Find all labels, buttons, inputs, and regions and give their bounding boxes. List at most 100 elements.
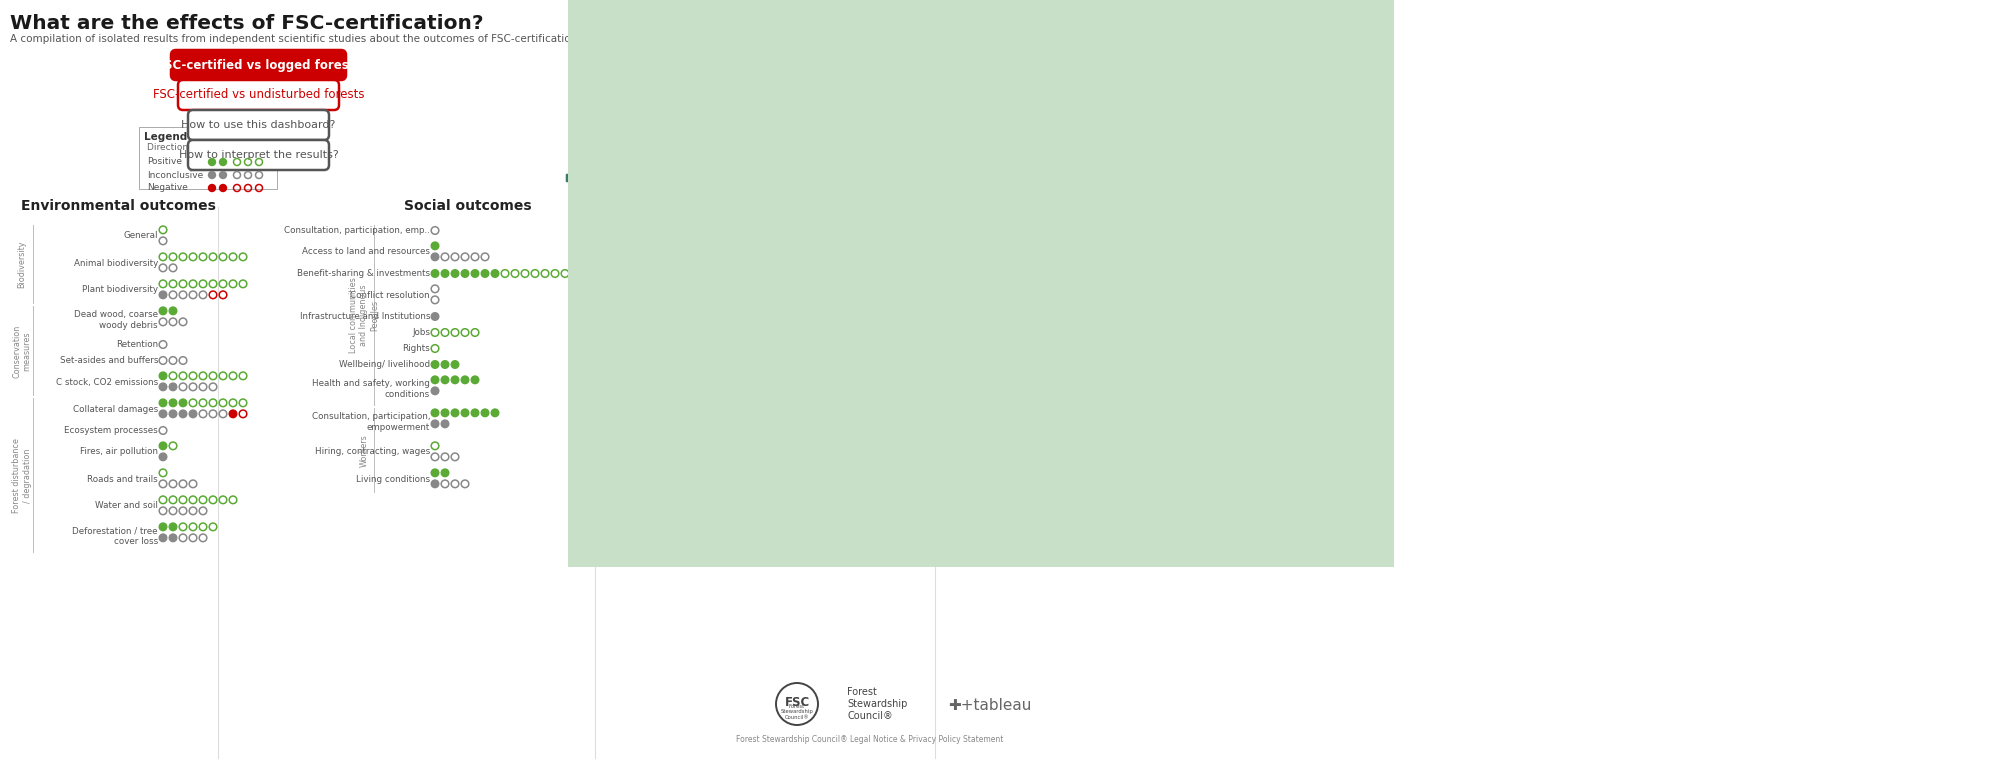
Circle shape	[160, 307, 166, 314]
Circle shape	[180, 410, 186, 418]
FancyBboxPatch shape	[188, 110, 328, 140]
Text: Profitability: Profitability	[704, 280, 752, 289]
Circle shape	[432, 409, 438, 417]
Text: 72: 72	[702, 173, 712, 182]
Circle shape	[170, 307, 176, 314]
FancyBboxPatch shape	[188, 140, 328, 170]
Text: Living conditions: Living conditions	[356, 475, 430, 483]
Text: Consultation, participation, emp..: Consultation, participation, emp..	[284, 226, 430, 235]
Circle shape	[190, 410, 196, 418]
Circle shape	[230, 410, 236, 418]
Text: Conflict resolution: Conflict resolution	[350, 291, 430, 300]
Circle shape	[472, 376, 478, 384]
Circle shape	[170, 399, 176, 406]
Text: Ecosystem processes: Ecosystem processes	[64, 426, 158, 435]
Text: Hiring, contracting, wages: Hiring, contracting, wages	[314, 447, 430, 457]
Circle shape	[462, 409, 468, 417]
Text: More robust: More robust	[214, 152, 264, 161]
Circle shape	[160, 442, 166, 450]
Circle shape	[160, 523, 166, 530]
Text: Timber stock, harvest
intensity: Timber stock, harvest intensity	[658, 294, 752, 314]
Text: Logging-related costs: Logging-related costs	[658, 248, 752, 257]
Text: How to use this dashboard?: How to use this dashboard?	[182, 120, 336, 130]
Text: C stock, CO2 emissions: C stock, CO2 emissions	[56, 377, 158, 387]
Circle shape	[160, 291, 166, 298]
Text: Level of evidence: Level of evidence	[214, 143, 294, 152]
Text: Legend & Filter: Legend & Filter	[144, 132, 236, 142]
Circle shape	[442, 376, 448, 384]
Circle shape	[160, 453, 166, 460]
Text: Forest Stewardship Council® Legal Notice & Privacy Policy Statement: Forest Stewardship Council® Legal Notice…	[736, 735, 1004, 744]
Text: Roads and trails: Roads and trails	[88, 475, 158, 483]
Text: Market access: Market access	[678, 295, 686, 353]
Circle shape	[180, 399, 186, 406]
Circle shape	[442, 420, 448, 428]
Circle shape	[432, 420, 438, 428]
Circle shape	[472, 269, 478, 277]
Circle shape	[432, 361, 438, 368]
Bar	[566, 174, 696, 181]
Text: Local communities
and Indigenous
Peoples: Local communities and Indigenous Peoples	[350, 278, 378, 353]
Text: Weaker: Weaker	[252, 152, 282, 161]
Circle shape	[432, 469, 438, 476]
Circle shape	[492, 409, 498, 417]
Text: Fires, air pollution: Fires, air pollution	[80, 447, 158, 457]
Circle shape	[442, 361, 448, 368]
Circle shape	[160, 372, 166, 380]
Circle shape	[160, 383, 166, 390]
FancyBboxPatch shape	[178, 80, 340, 110]
Text: Conservation
measures: Conservation measures	[12, 324, 32, 377]
Text: Forest
Stewardship
Council®: Forest Stewardship Council®	[780, 704, 814, 721]
Text: Inconclusive: Inconclusive	[148, 170, 204, 180]
Text: Total number of results: Total number of results	[578, 161, 684, 170]
Text: Infrastructure and Institutions: Infrastructure and Institutions	[300, 312, 430, 321]
Text: Environmental outcomes: Environmental outcomes	[20, 199, 216, 213]
Text: Direction of result: Direction of result	[148, 143, 228, 152]
Circle shape	[432, 480, 438, 488]
Circle shape	[160, 399, 166, 406]
Circle shape	[432, 242, 438, 250]
Circle shape	[442, 469, 448, 476]
Circle shape	[160, 534, 166, 542]
Circle shape	[472, 409, 478, 417]
Text: Workers: Workers	[360, 434, 368, 467]
Text: Water and soil: Water and soil	[96, 501, 158, 511]
Text: Wellbeing/ livelihood: Wellbeing/ livelihood	[338, 360, 430, 369]
Circle shape	[442, 409, 448, 417]
Text: FSC: FSC	[784, 696, 810, 708]
Circle shape	[432, 387, 438, 395]
Circle shape	[432, 376, 438, 384]
Text: Market access: Market access	[690, 318, 752, 327]
Circle shape	[452, 409, 458, 417]
Text: Timber stock,
harvest intensity: Timber stock, harvest intensity	[672, 271, 692, 339]
Text: Negative: Negative	[148, 183, 188, 193]
Circle shape	[432, 269, 438, 277]
Text: Animal biodiversity: Animal biodiversity	[74, 259, 158, 268]
Text: Forest
Stewardship
Council®: Forest Stewardship Council®	[848, 687, 908, 721]
Text: Set-asides and buffers: Set-asides and buffers	[60, 356, 158, 365]
Circle shape	[220, 184, 226, 192]
Text: Social outcomes: Social outcomes	[404, 199, 532, 213]
Text: Positive: Positive	[148, 158, 182, 167]
Circle shape	[220, 158, 226, 165]
Text: FSC-certified vs logged forests: FSC-certified vs logged forests	[156, 59, 362, 72]
Text: Profitability: Profitability	[678, 263, 686, 309]
Text: Management, general: Management, general	[678, 225, 686, 314]
Circle shape	[442, 269, 448, 277]
Circle shape	[208, 158, 216, 165]
Circle shape	[492, 269, 498, 277]
Text: Forest disturbance
/ degradation: Forest disturbance / degradation	[12, 438, 32, 513]
Text: General: General	[124, 231, 158, 240]
FancyBboxPatch shape	[172, 50, 346, 80]
Circle shape	[462, 269, 468, 277]
Text: Biodiversity: Biodiversity	[18, 240, 26, 288]
Text: ✚+tableau: ✚+tableau	[948, 699, 1032, 714]
Text: A compilation of isolated results from independent scientific studies about the : A compilation of isolated results from i…	[10, 34, 718, 44]
Text: Health and safety, working
conditions: Health and safety, working conditions	[312, 379, 430, 399]
Circle shape	[482, 269, 488, 277]
Text: Rights: Rights	[402, 344, 430, 353]
Text: FSC-certified vs undisturbed forests: FSC-certified vs undisturbed forests	[152, 88, 364, 101]
Text: Benefit-sharing & investments: Benefit-sharing & investments	[296, 269, 430, 278]
Text: Retention: Retention	[116, 340, 158, 349]
Circle shape	[804, 300, 812, 307]
